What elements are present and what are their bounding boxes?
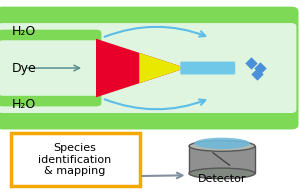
Ellipse shape	[194, 138, 250, 149]
FancyBboxPatch shape	[0, 23, 296, 113]
Text: Dye: Dye	[12, 62, 37, 74]
Point	[257, 67, 262, 70]
Text: Species
identification
& mapping: Species identification & mapping	[38, 143, 112, 176]
Text: Detector: Detector	[198, 174, 246, 184]
FancyBboxPatch shape	[0, 40, 100, 96]
Polygon shape	[139, 53, 186, 83]
FancyBboxPatch shape	[11, 133, 140, 186]
FancyBboxPatch shape	[0, 30, 101, 106]
Text: H₂O: H₂O	[12, 25, 36, 38]
Point	[248, 62, 253, 65]
FancyBboxPatch shape	[0, 7, 298, 129]
Point	[254, 72, 259, 75]
FancyBboxPatch shape	[189, 146, 255, 174]
FancyBboxPatch shape	[180, 62, 235, 74]
Polygon shape	[96, 39, 186, 97]
Ellipse shape	[189, 168, 255, 179]
Ellipse shape	[189, 141, 255, 151]
Text: H₂O: H₂O	[12, 98, 36, 111]
